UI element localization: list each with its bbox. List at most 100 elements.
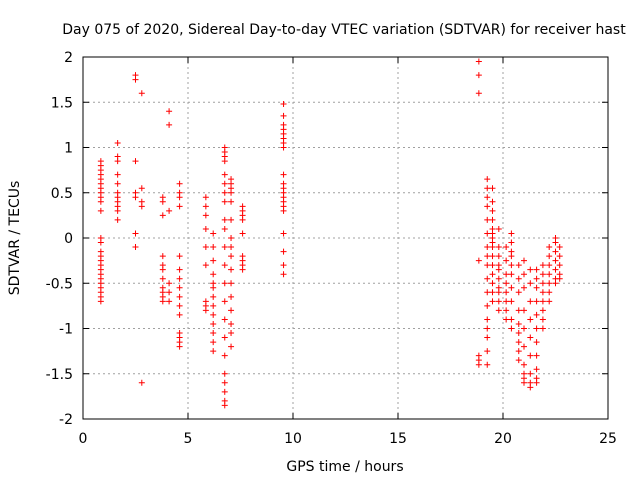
data-point <box>176 275 183 282</box>
data-point <box>489 207 496 214</box>
data-point <box>280 207 287 214</box>
data-point <box>228 189 235 196</box>
data-point <box>552 280 559 287</box>
data-point <box>515 357 522 364</box>
y-tick-label: 0.5 <box>51 186 73 202</box>
data-point <box>533 266 540 273</box>
data-point <box>533 379 540 386</box>
data-point <box>159 298 166 305</box>
data-point <box>515 275 522 282</box>
data-point <box>539 271 546 278</box>
data-point <box>475 72 482 79</box>
data-point <box>132 194 139 201</box>
data-point <box>228 307 235 314</box>
y-tick-label: 1.5 <box>51 95 73 111</box>
data-point <box>202 262 209 269</box>
data-point <box>527 384 534 391</box>
grid <box>83 57 608 419</box>
data-point <box>484 194 491 201</box>
data-points <box>97 58 563 409</box>
data-point <box>527 316 534 323</box>
data-point <box>489 216 496 223</box>
data-point <box>484 302 491 309</box>
data-point <box>159 275 166 282</box>
data-point <box>114 158 121 165</box>
data-point <box>533 275 540 282</box>
data-point <box>508 325 515 332</box>
data-point <box>210 320 217 327</box>
y-tick-label: 0 <box>64 231 73 247</box>
y-tick-labels: 2 1.5 1 0.5 0 -0.5 -1 -1.5 -2 <box>46 50 73 428</box>
data-point <box>521 307 527 314</box>
axis-ticks <box>82 56 609 420</box>
x-tick-label: 10 <box>284 431 302 447</box>
data-point <box>166 280 173 287</box>
data-point <box>176 194 183 201</box>
data-point <box>159 198 166 205</box>
data-point <box>221 280 228 287</box>
data-point <box>280 101 287 108</box>
data-point <box>484 289 491 296</box>
data-point <box>166 121 173 128</box>
data-point <box>503 280 510 287</box>
data-point <box>202 307 209 314</box>
data-point <box>546 262 553 269</box>
data-point <box>508 230 515 237</box>
data-point <box>280 112 287 119</box>
data-point <box>114 180 121 187</box>
data-point <box>495 275 502 282</box>
data-point <box>503 244 510 251</box>
data-point <box>539 298 546 305</box>
data-point <box>228 253 235 260</box>
data-point <box>114 171 121 178</box>
data-point <box>552 248 559 255</box>
data-point <box>539 262 546 269</box>
data-point <box>475 90 482 97</box>
data-point <box>176 311 183 318</box>
data-point <box>97 298 104 305</box>
data-point <box>489 289 496 296</box>
data-point <box>132 158 139 165</box>
data-point <box>228 216 235 223</box>
data-point <box>533 298 540 305</box>
data-point <box>503 289 510 296</box>
data-point <box>280 230 287 237</box>
data-point <box>132 244 139 251</box>
data-point <box>515 289 522 296</box>
y-tick-label: 2 <box>64 50 73 66</box>
data-point <box>539 307 546 314</box>
data-point <box>228 244 235 251</box>
data-point <box>484 253 491 260</box>
data-point <box>533 284 540 291</box>
x-tick-label: 25 <box>599 431 617 447</box>
data-point <box>508 284 515 291</box>
data-point <box>527 280 534 287</box>
data-point <box>166 207 173 214</box>
data-point <box>489 280 496 287</box>
data-point <box>97 198 104 205</box>
data-point <box>159 253 166 260</box>
data-point <box>533 325 540 332</box>
data-point <box>556 275 563 282</box>
data-point <box>484 316 491 323</box>
data-point <box>221 262 228 269</box>
data-point <box>138 90 145 97</box>
data-point <box>546 280 553 287</box>
data-point <box>521 284 527 291</box>
data-point <box>475 361 482 368</box>
data-point <box>176 266 183 273</box>
data-point <box>489 298 496 305</box>
x-axis-label: GPS time / hours <box>286 459 403 475</box>
data-point <box>202 194 209 201</box>
data-point <box>221 316 228 323</box>
data-point <box>221 198 228 205</box>
data-point <box>280 271 287 278</box>
y-tick-label: -0.5 <box>46 276 73 292</box>
data-point <box>221 171 228 178</box>
data-point <box>484 325 491 332</box>
data-point <box>228 343 235 350</box>
data-point <box>221 189 228 196</box>
data-point <box>503 307 510 314</box>
chart-title: Day 075 of 2020, Sidereal Day-to-day VTE… <box>62 22 626 38</box>
data-point <box>533 352 540 359</box>
